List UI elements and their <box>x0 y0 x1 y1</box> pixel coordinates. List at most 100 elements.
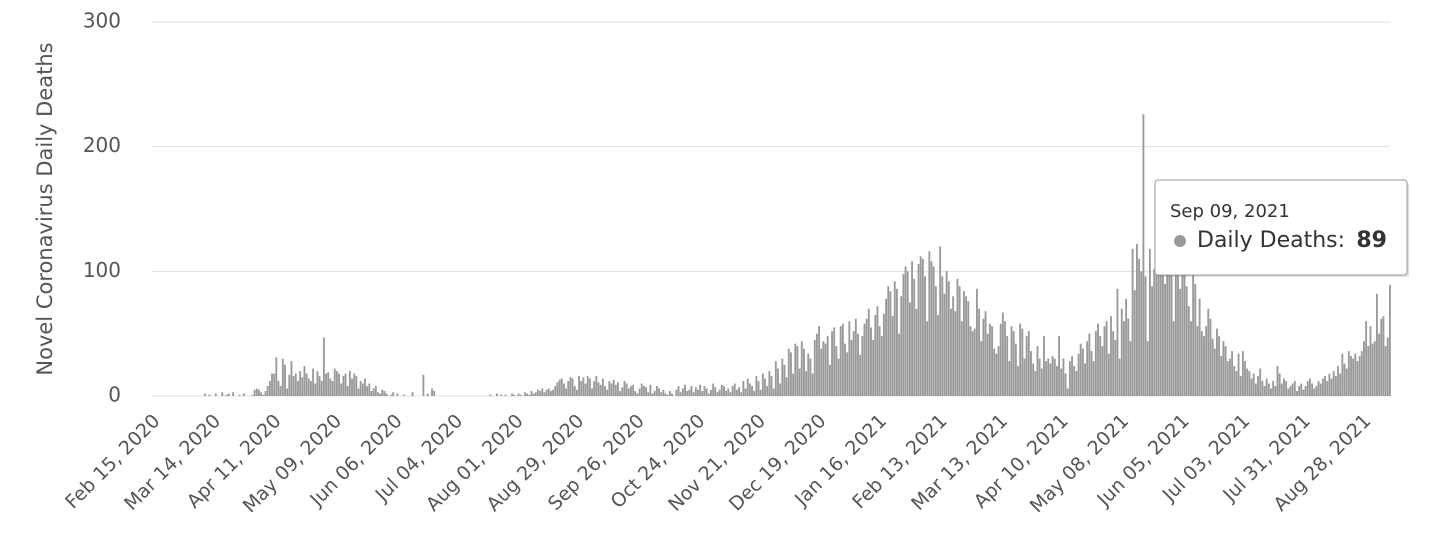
bar <box>385 393 388 396</box>
bar <box>1244 361 1246 396</box>
bar <box>556 382 559 396</box>
bar <box>1352 358 1355 396</box>
y-tick-label: 200 <box>83 133 121 157</box>
bar <box>277 381 280 396</box>
bar <box>679 392 682 396</box>
bar <box>225 394 228 396</box>
bar <box>1203 336 1205 396</box>
bar <box>573 386 576 396</box>
bar <box>660 392 663 396</box>
bar <box>242 393 245 396</box>
bar <box>766 386 769 396</box>
bar <box>327 372 330 396</box>
bar <box>379 393 382 396</box>
bar <box>297 381 299 396</box>
bar <box>757 381 760 396</box>
bar <box>268 381 271 396</box>
bar <box>636 393 639 396</box>
bar <box>718 389 721 396</box>
bar <box>926 321 929 396</box>
bar <box>599 384 602 396</box>
bar <box>889 291 892 396</box>
bar <box>1239 376 1242 396</box>
bar <box>1021 328 1024 396</box>
bar <box>1237 353 1240 396</box>
bar <box>759 389 762 396</box>
bar <box>1151 286 1153 396</box>
bar <box>288 374 291 396</box>
bar <box>876 306 879 396</box>
bar <box>984 311 987 396</box>
bar <box>1071 356 1073 396</box>
bar <box>1161 256 1164 396</box>
bar <box>1105 321 1108 396</box>
bar <box>524 392 526 396</box>
bar <box>554 386 557 396</box>
bar <box>325 373 327 396</box>
bar <box>305 373 308 396</box>
bar <box>1123 321 1125 396</box>
bar <box>314 383 317 396</box>
bar <box>1209 318 1212 396</box>
bar <box>852 331 855 396</box>
bar <box>1350 356 1352 396</box>
bar <box>1179 288 1182 396</box>
bar <box>792 373 795 396</box>
bar <box>320 381 323 396</box>
bar <box>1246 368 1249 396</box>
bar <box>1025 336 1028 396</box>
bar <box>1101 346 1104 396</box>
bar <box>1129 341 1132 396</box>
bar <box>381 389 384 396</box>
bar <box>1014 343 1017 396</box>
bar <box>1296 391 1298 396</box>
bar <box>253 389 256 396</box>
bar <box>675 389 678 396</box>
bar <box>266 386 269 396</box>
bar <box>722 386 725 396</box>
bar <box>1343 363 1346 396</box>
bar <box>383 391 386 396</box>
bar <box>1174 271 1177 396</box>
bar <box>1146 341 1149 396</box>
bar <box>1177 261 1179 396</box>
bar <box>1324 376 1326 396</box>
bar <box>725 391 728 396</box>
bar <box>913 278 916 396</box>
bar <box>710 389 712 396</box>
bar <box>1133 290 1136 396</box>
bar <box>813 339 816 396</box>
bar <box>1181 273 1184 396</box>
bar <box>692 392 695 396</box>
bar <box>368 383 371 396</box>
bar <box>433 391 436 396</box>
bar <box>1306 381 1309 396</box>
bar <box>612 379 615 396</box>
bar <box>1112 331 1115 396</box>
bar <box>1131 248 1134 396</box>
bar <box>1337 366 1339 396</box>
bar <box>1328 373 1331 396</box>
bar <box>1267 383 1270 396</box>
bar <box>1045 361 1048 396</box>
bar <box>1367 346 1370 396</box>
bar <box>1153 268 1156 396</box>
bar <box>1341 353 1344 396</box>
bar <box>275 357 278 396</box>
bar <box>697 389 699 396</box>
bar <box>1155 271 1158 396</box>
bar <box>340 383 343 396</box>
bar <box>364 378 366 396</box>
bar <box>1332 371 1335 396</box>
bar <box>1235 371 1238 396</box>
bar <box>930 261 933 396</box>
bar <box>945 271 948 396</box>
bar <box>1187 306 1190 396</box>
bar <box>1183 266 1186 396</box>
bar <box>1079 343 1082 396</box>
bar <box>595 376 598 396</box>
bar <box>980 341 983 396</box>
bar <box>952 296 955 396</box>
bar <box>1371 343 1374 396</box>
bar <box>880 336 883 396</box>
